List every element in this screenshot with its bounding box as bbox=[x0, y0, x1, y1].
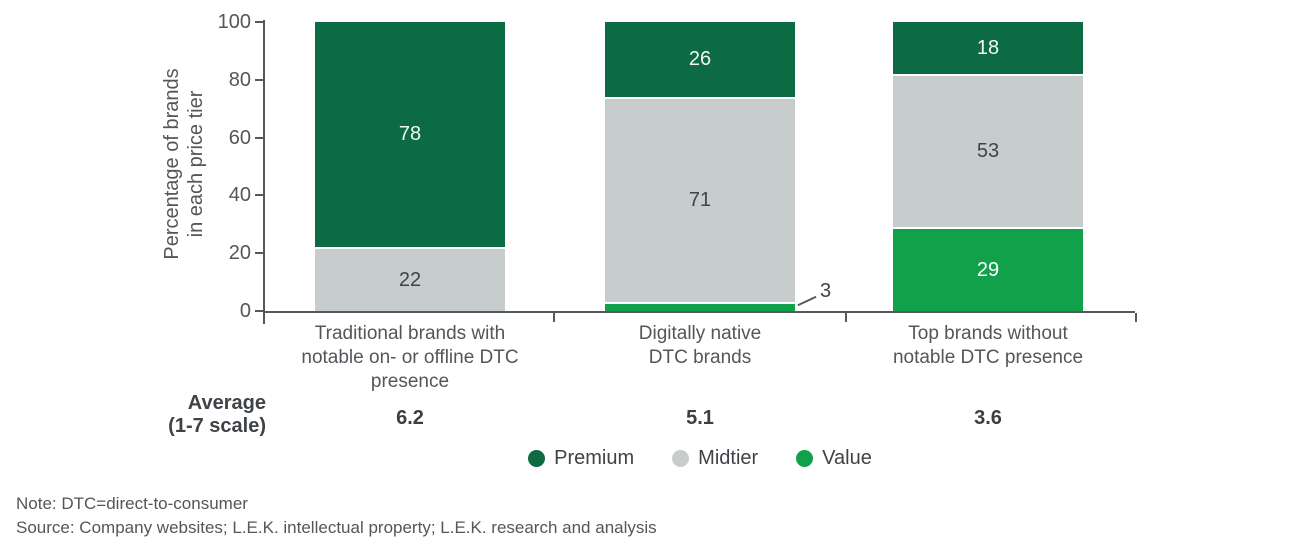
y-axis-line bbox=[263, 20, 265, 324]
x-tick-mark bbox=[553, 313, 555, 322]
segment-premium: 18 bbox=[893, 22, 1083, 75]
segment-value: 53 bbox=[976, 140, 1000, 163]
average-value-3: 3.6 bbox=[974, 407, 1002, 429]
segment-value: 71 bbox=[688, 189, 712, 212]
legend-dot-icon bbox=[528, 450, 546, 467]
note-text: Note: DTC=direct-to-consumer bbox=[16, 494, 248, 513]
y-tick-label: 0 bbox=[239, 300, 251, 322]
average-row-label: Average (1-7 scale) bbox=[26, 392, 266, 438]
segment-value: 22 bbox=[398, 268, 422, 291]
category-label-1: Traditional brands with notable on- or of… bbox=[301, 323, 519, 392]
plot-area: 0 20 40 60 80 100 78 22 26 71 3 18 53 29 bbox=[218, 11, 1137, 324]
category-label-3: Top brands without notable DTC presence bbox=[892, 323, 1084, 368]
segment-value-callout: 3 bbox=[820, 279, 832, 302]
average-value-1: 6.2 bbox=[396, 407, 424, 429]
legend-item-premium: Premium bbox=[528, 447, 634, 470]
segment-premium: 78 bbox=[315, 22, 505, 248]
y-axis-title-line1: Percentage of brands bbox=[161, 68, 183, 260]
x-tick-mark bbox=[1135, 313, 1137, 322]
y-tick-mark bbox=[255, 136, 263, 139]
segment-value: 18 bbox=[976, 36, 1000, 59]
legend: Premium Midtier Value bbox=[265, 447, 1135, 470]
bar-2: 26 71 bbox=[605, 22, 795, 311]
segment-premium: 26 bbox=[605, 22, 795, 98]
y-tick-mark bbox=[255, 78, 263, 81]
bar-1: 78 22 bbox=[315, 22, 505, 311]
y-tick-label: 20 bbox=[228, 242, 251, 265]
legend-item-value: Value bbox=[796, 447, 872, 470]
category-label-2: Digitally native DTC brands bbox=[638, 323, 762, 368]
legend-dot-icon bbox=[796, 450, 814, 467]
callout-line bbox=[797, 295, 817, 306]
legend-label: Midtier bbox=[698, 447, 759, 469]
segment-midtier: 71 bbox=[605, 97, 795, 303]
y-tick-mark bbox=[255, 194, 263, 197]
y-tick-mark bbox=[255, 252, 263, 255]
y-tick-label: 100 bbox=[217, 11, 251, 33]
y-axis-title-line2: in each price tier bbox=[185, 90, 207, 238]
legend-dot-icon bbox=[672, 450, 690, 467]
y-axis-title: Percentage of brands in each price tier bbox=[160, 14, 208, 314]
y-tick-label: 40 bbox=[228, 184, 251, 207]
segment-value bbox=[605, 302, 795, 311]
average-row-label-line2: (1-7 scale) bbox=[168, 415, 266, 437]
x-tick-mark bbox=[845, 313, 847, 322]
segment-midtier: 22 bbox=[315, 247, 505, 311]
average-row-label-line1: Average bbox=[187, 392, 266, 414]
segment-value: 29 bbox=[893, 227, 1083, 311]
y-tick-mark bbox=[255, 21, 263, 23]
segment-value: 26 bbox=[688, 48, 712, 71]
segment-value: 29 bbox=[976, 258, 1000, 281]
legend-label: Value bbox=[822, 447, 872, 469]
y-tick-label: 60 bbox=[228, 126, 251, 149]
source-text: Source: Company websites; L.E.K. intelle… bbox=[16, 518, 657, 537]
legend-label: Premium bbox=[554, 447, 635, 469]
average-value-2: 5.1 bbox=[686, 407, 714, 429]
bar-3: 18 53 29 bbox=[893, 22, 1083, 311]
y-tick-label: 80 bbox=[228, 68, 251, 91]
legend-item-midtier: Midtier bbox=[672, 447, 758, 470]
x-axis-line bbox=[263, 311, 1135, 313]
segment-midtier: 53 bbox=[893, 74, 1083, 228]
y-tick-mark bbox=[255, 310, 263, 312]
segment-value: 78 bbox=[398, 123, 422, 146]
